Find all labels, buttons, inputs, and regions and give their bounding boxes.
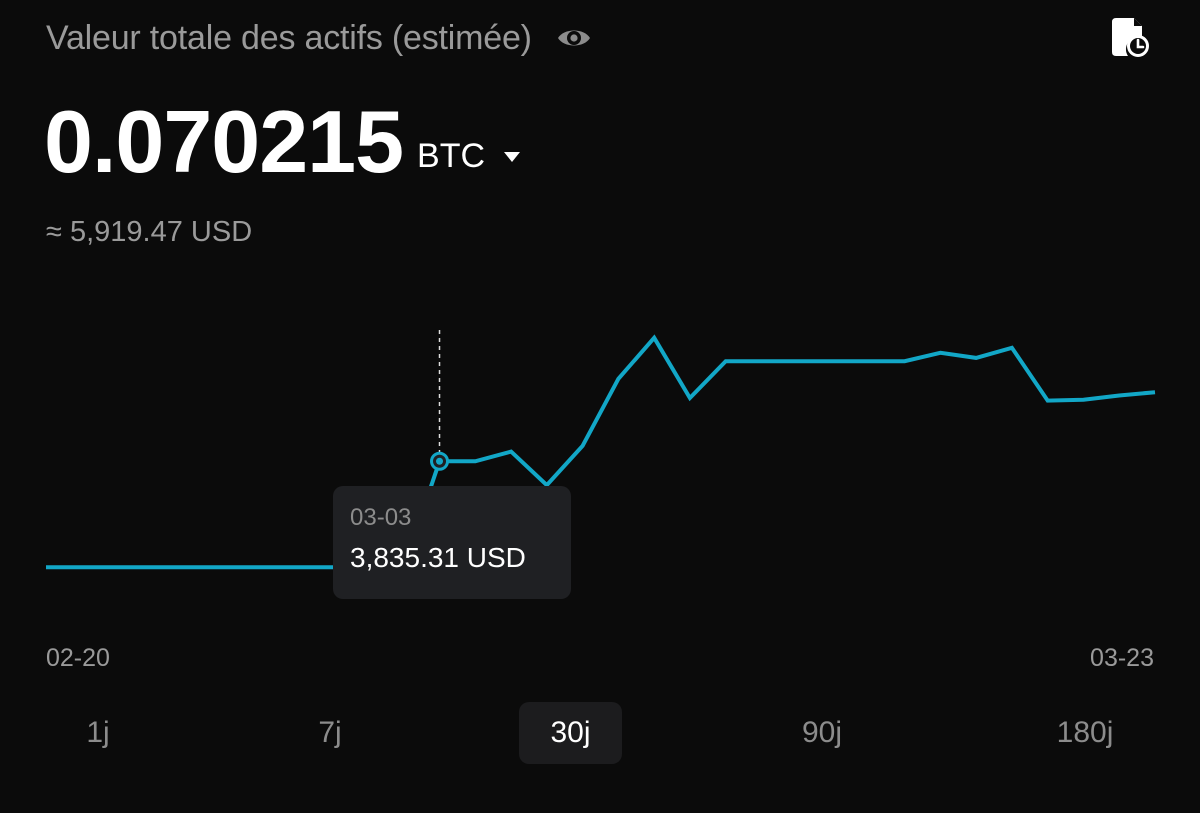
chart-point[interactable] — [1152, 389, 1158, 395]
chart-point[interactable] — [1009, 345, 1015, 351]
chart-point[interactable] — [937, 350, 943, 356]
balance-amount: 0.070215 — [44, 92, 404, 191]
history-clock-icon[interactable] — [1108, 16, 1152, 60]
chart-tooltip: 03-03 3,835.31 USD — [333, 486, 571, 599]
chart-point[interactable] — [1116, 393, 1122, 399]
currency-selector[interactable]: BTC — [417, 137, 521, 176]
total-assets-title: Valeur totale des actifs (estimée) — [46, 18, 532, 57]
header: Valeur totale des actifs (estimée) — [46, 14, 592, 62]
chart-point[interactable] — [580, 443, 586, 449]
approx-usd-value: ≈ 5,919.47 USD — [46, 216, 253, 248]
chart-point[interactable] — [258, 564, 264, 570]
chart-point[interactable] — [973, 355, 979, 361]
x-axis-start-label: 02-20 — [46, 644, 110, 672]
caret-down-icon — [504, 151, 521, 162]
chart-point[interactable] — [902, 358, 908, 364]
balance-row: 0.070215 BTC — [44, 94, 521, 190]
chart-point[interactable] — [472, 458, 478, 464]
tab-30j[interactable]: 30j — [519, 702, 622, 764]
chart-point[interactable] — [794, 358, 800, 364]
tab-1j[interactable]: 1j — [86, 716, 110, 749]
tooltip-date: 03-03 — [350, 504, 412, 531]
x-axis-end-label: 03-23 — [1090, 644, 1154, 672]
chart-point[interactable] — [1045, 398, 1051, 404]
chart-point[interactable] — [687, 395, 693, 401]
chart-point[interactable] — [43, 564, 49, 570]
chart-point[interactable] — [293, 564, 299, 570]
currency-label: BTC — [417, 137, 486, 175]
chart-highlight-dot — [436, 457, 444, 465]
chart-point[interactable] — [222, 564, 228, 570]
tab-7j[interactable]: 7j — [318, 716, 342, 749]
chart-point[interactable] — [508, 449, 514, 455]
chart-point[interactable] — [1080, 397, 1086, 403]
tooltip-value: 3,835.31 USD — [350, 542, 526, 573]
chart-point[interactable] — [723, 358, 729, 364]
tab-180j[interactable]: 180j — [1056, 716, 1114, 749]
chart-point[interactable] — [866, 358, 872, 364]
chart-point[interactable] — [150, 564, 156, 570]
tab-90j[interactable]: 90j — [801, 716, 843, 749]
chart-point[interactable] — [79, 564, 85, 570]
time-range-tabs: 1j 7j 30j 90j 180j — [0, 702, 1200, 764]
chart-point[interactable] — [758, 358, 764, 364]
chart-point[interactable] — [186, 564, 192, 570]
chart-point[interactable] — [651, 335, 657, 341]
chart-point[interactable] — [115, 564, 121, 570]
chart-point[interactable] — [615, 376, 621, 382]
chart-series-line — [46, 334, 1156, 570]
chart-point[interactable] — [830, 358, 836, 364]
eye-icon[interactable] — [556, 20, 592, 56]
